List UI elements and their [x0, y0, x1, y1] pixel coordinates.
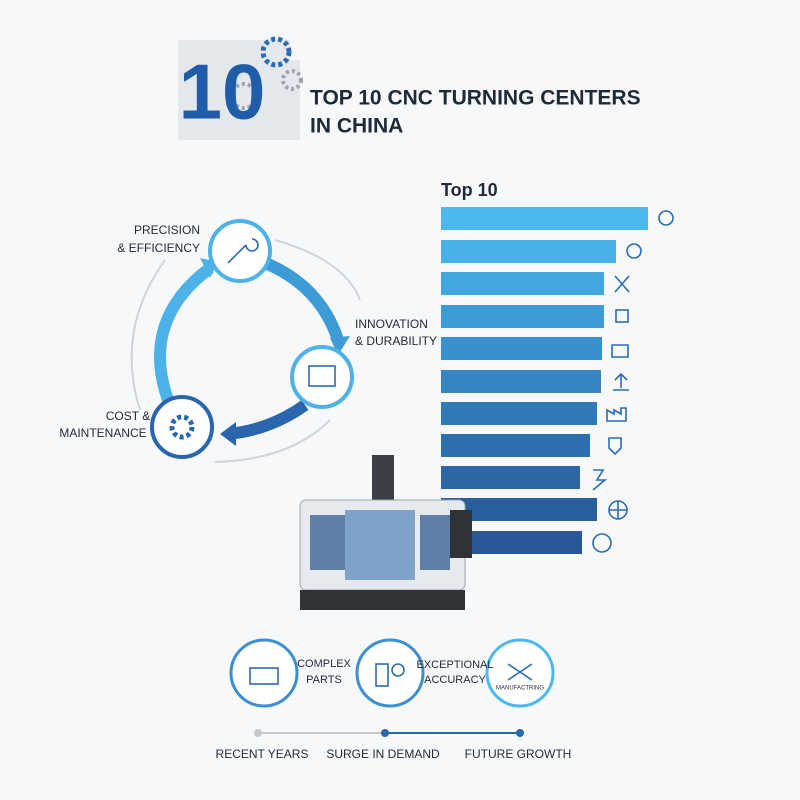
timeline — [254, 729, 524, 737]
cycle-label: COST & — [106, 409, 150, 423]
feature-label: ACCURACY — [424, 674, 486, 686]
title-line: TOP 10 CNC TURNING CENTERS — [310, 87, 641, 110]
timeline-label: FUTURE GROWTH — [465, 747, 572, 761]
cycle-label: INNOVATION — [355, 317, 428, 331]
feature-label: PARTS — [306, 674, 342, 686]
timeline-label: SURGE IN DEMAND — [326, 747, 440, 761]
logo: 10 — [178, 36, 303, 140]
logo-number: 10 — [179, 48, 266, 136]
ranking-title: Top 10 — [441, 180, 498, 200]
title-line: IN CHINA — [310, 115, 403, 138]
cycle-label: PRECISION — [134, 223, 200, 237]
feature-badge: MANUFACTRING — [496, 686, 544, 692]
bar-icons — [592, 210, 674, 553]
cycle-label: MAINTENANCE — [59, 426, 146, 440]
cycle-label: & DURABILITY — [355, 334, 437, 348]
bars — [441, 207, 648, 554]
feature-label: EXCEPTIONAL — [416, 659, 493, 671]
features — [229, 638, 555, 708]
cnc-machine — [299, 455, 472, 610]
timeline-label: RECENT YEARS — [216, 747, 309, 761]
feature-label: COMPLEX — [297, 658, 351, 670]
cycle-label: & EFFICIENCY — [117, 241, 200, 255]
cycle — [130, 219, 361, 463]
